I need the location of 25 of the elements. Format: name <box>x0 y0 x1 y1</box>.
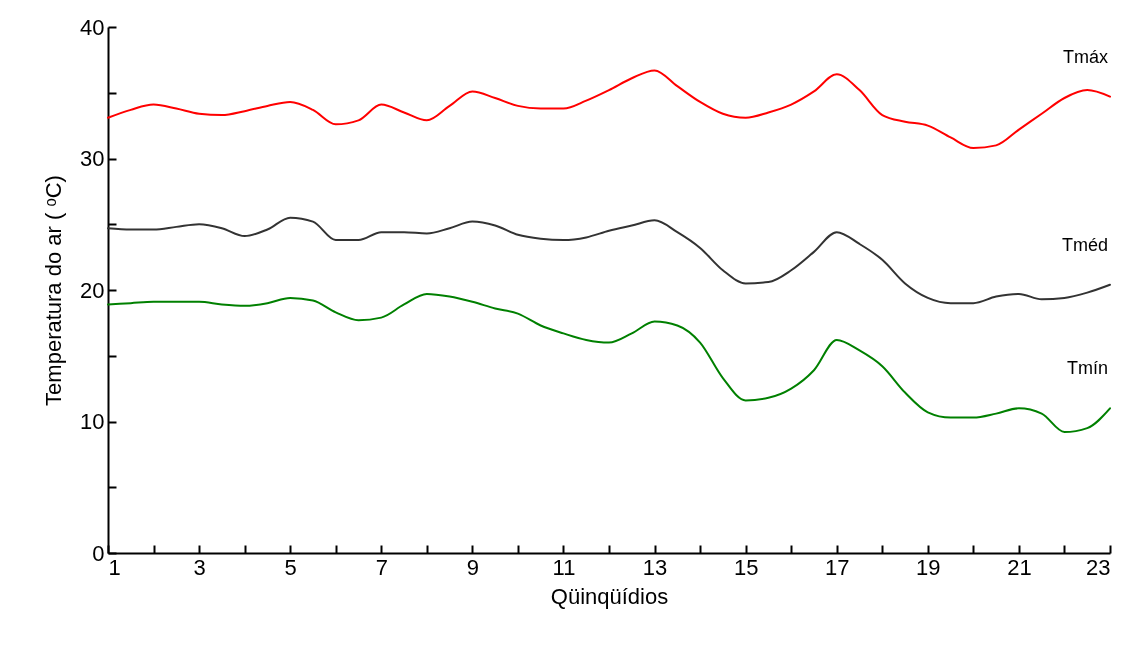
y-tick-label: 40 <box>80 14 105 40</box>
x-tick-label: 15 <box>733 554 759 580</box>
x-tick-label: 23 <box>1086 554 1111 580</box>
x-tick-label: 9 <box>466 554 479 580</box>
x-axis-title: Qüinqüídios <box>550 583 669 609</box>
line-series <box>107 69 1111 149</box>
y-tick-label: 10 <box>80 409 105 434</box>
x-tick-label: 5 <box>284 554 297 580</box>
x-tick-label: 17 <box>824 554 850 580</box>
x-tick-label: 19 <box>916 554 941 580</box>
line-series <box>107 216 1111 305</box>
y-tick-label: 20 <box>80 277 105 303</box>
series-label: Tmáx <box>1063 46 1108 67</box>
x-tick-label: 7 <box>375 554 388 580</box>
line-series <box>107 292 1111 434</box>
y-axis-title: Temperatura do ar ( ᵒC) <box>41 175 67 406</box>
y-tick-label: 30 <box>80 146 105 171</box>
x-tick-label: 3 <box>193 554 206 580</box>
y-tick-label: 0 <box>92 540 105 566</box>
x-tick-label: 1 <box>108 554 121 580</box>
series-label: Tmín <box>1066 358 1108 379</box>
x-tick-label: 13 <box>642 554 668 580</box>
series-label: Tméd <box>1061 234 1108 255</box>
x-tick-label: 21 <box>1007 554 1032 580</box>
x-tick-label: 11 <box>552 554 576 580</box>
